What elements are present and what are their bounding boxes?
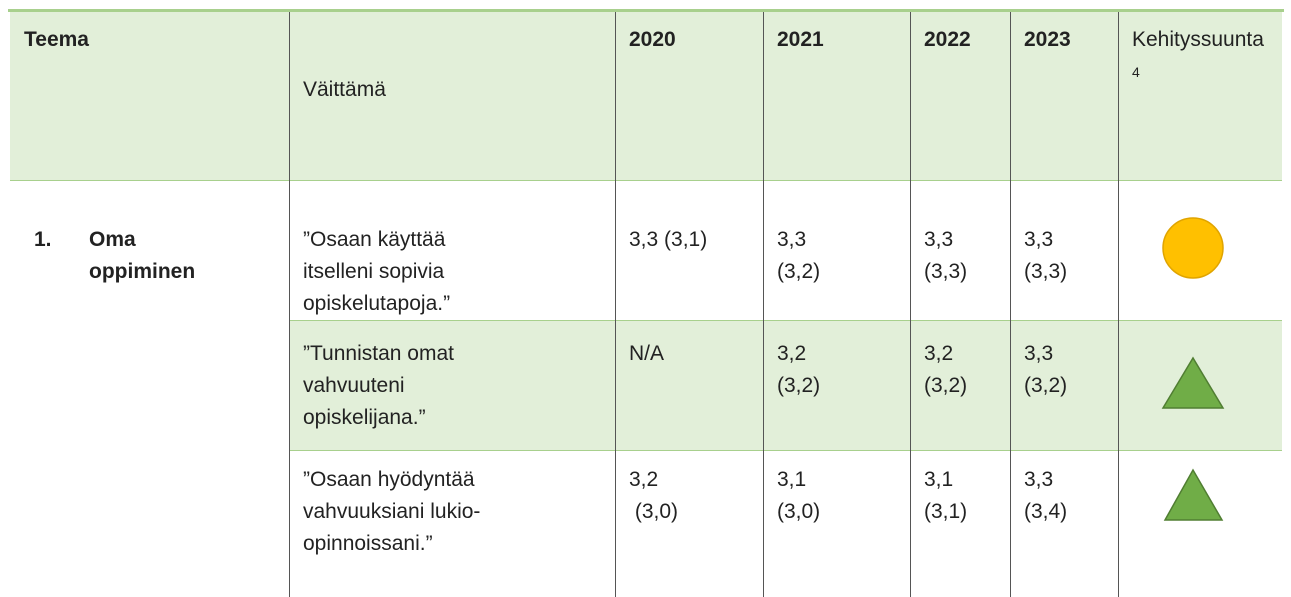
text-line: (3,4) (1024, 500, 1068, 523)
text-line: (3,3) (924, 260, 968, 283)
footnote-ref: 4 (1132, 64, 1140, 80)
top-border (8, 9, 1284, 12)
text-line: ”Tunnistan omat (303, 342, 454, 365)
text-line: (3,0) (629, 500, 679, 523)
text-line: (3,2) (924, 374, 968, 397)
trend-label: Kehityssuunta (1132, 28, 1264, 51)
text-line: N/A (629, 342, 665, 365)
text-line: vahvuuteni (303, 374, 405, 397)
trend-up (1163, 468, 1224, 521)
header-statement: Väittämä (303, 78, 386, 101)
header-theme: Teema (24, 28, 89, 51)
value: 3,1 (3,1) (910, 464, 967, 528)
value: 3,3 (3,3) (1010, 224, 1067, 288)
value: 3,1 (3,0) (763, 464, 820, 528)
text-line: ”Osaan hyödyntää (303, 468, 475, 491)
text-line: opinnoissani.” (303, 532, 433, 555)
col-border (910, 12, 911, 597)
header-year: 2021 (777, 28, 824, 51)
text-line: Oma (89, 228, 136, 251)
text-line: 3,3 (777, 228, 807, 251)
text-line: opiskelutapoja.” (303, 292, 451, 315)
value: 3,3 (3,2) (1010, 338, 1067, 402)
text-line: 3,2 (629, 468, 659, 491)
text-line: 3,1 (777, 468, 807, 491)
text-line: (3,2) (1024, 374, 1068, 397)
trend-up (1161, 356, 1225, 409)
col-border (1010, 12, 1011, 597)
text-line: oppiminen (89, 260, 196, 283)
text-line: itselleni sopivia (303, 260, 445, 283)
value: 3,3 (3,1) (615, 224, 707, 256)
text-line: 3,3 (1024, 468, 1054, 491)
value: 3,2 (3,2) (763, 338, 820, 402)
text-line: 3,2 (777, 342, 807, 365)
text-line: 3,3 (1024, 228, 1054, 251)
text-line: opiskelijana.” (303, 406, 426, 429)
row-bg (289, 320, 1282, 450)
text-line: (3,2) (777, 260, 821, 283)
text-line: 3,2 (924, 342, 954, 365)
text-line: 3,3 (3,1) (629, 228, 708, 251)
col-border (763, 12, 764, 597)
value: 3,2 (3,2) (910, 338, 967, 402)
header-year: 2022 (924, 28, 971, 51)
text-line: ”Osaan käyttää (303, 228, 446, 251)
statement: ”Tunnistan omat vahvuuteni opiskelijana.” (289, 338, 454, 434)
header-border (10, 180, 1282, 181)
row-border (289, 320, 1282, 321)
text-line: 3,3 (924, 228, 954, 251)
value: 3,3 (3,3) (910, 224, 967, 288)
row-border (289, 450, 1282, 451)
value: 3,2 (3,0) (615, 464, 678, 528)
text-line: (3,2) (777, 374, 821, 397)
text-line: (3,1) (924, 500, 968, 523)
value: N/A (615, 338, 664, 370)
text-line: (3,3) (1024, 260, 1068, 283)
col-border (1118, 12, 1119, 597)
col-border (289, 12, 290, 597)
statement: ”Osaan hyödyntää vahvuuksiani lukio-opinn… (289, 464, 480, 560)
text-line: vahvuuksiani lukio- (303, 500, 481, 523)
value: 3,3 (3,2) (763, 224, 820, 288)
header-year: 2023 (1024, 28, 1071, 51)
text-line: 3,3 (1024, 342, 1054, 365)
theme-title: Oma oppiminen (75, 224, 195, 288)
trend-stable (1162, 217, 1224, 279)
value: 3,3 (3,4) (1010, 464, 1067, 528)
header-year: 2020 (629, 28, 676, 51)
theme-number: 1. (34, 228, 52, 251)
header-trend: Kehityssuunta 4 (1118, 24, 1282, 95)
col-border (615, 12, 616, 597)
statement: ”Osaan käyttää itselleni sopivia opiskelut… (289, 224, 450, 320)
text-line: 3,1 (924, 468, 954, 491)
header-bg (10, 10, 1282, 180)
text-line: (3,0) (777, 500, 821, 523)
